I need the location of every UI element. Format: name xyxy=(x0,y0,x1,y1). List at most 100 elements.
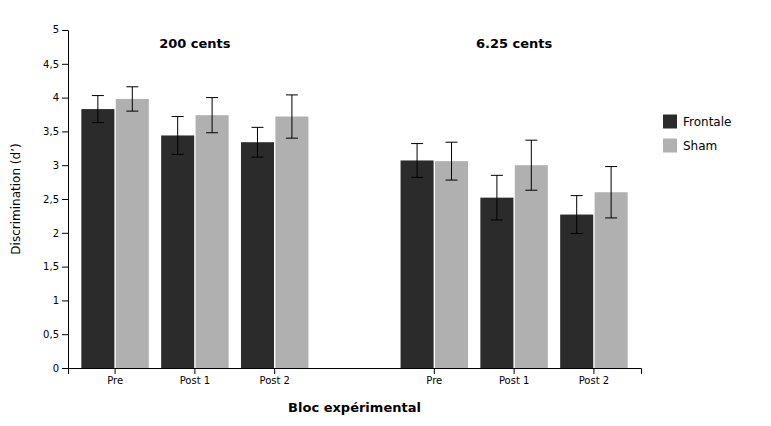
y-tick: 3,5 xyxy=(43,126,68,137)
error-bar-cap xyxy=(525,190,537,191)
legend-swatch xyxy=(663,115,677,129)
error-bar xyxy=(251,127,263,157)
x-tick-mark xyxy=(514,368,515,374)
x-tick: Pre xyxy=(107,368,123,386)
y-tick: 4,5 xyxy=(43,59,68,70)
y-tick: 2 xyxy=(53,228,68,239)
y-tick: 2,5 xyxy=(43,194,68,205)
x-tick-mark xyxy=(593,368,594,374)
error-bar-cap xyxy=(571,233,583,234)
x-tick-mark xyxy=(434,368,435,374)
y-tick-mark xyxy=(62,300,68,301)
bar xyxy=(275,117,308,368)
error-bar-cap xyxy=(92,95,104,96)
y-tick-mark xyxy=(62,131,68,132)
x-tick: Post 2 xyxy=(579,368,609,386)
legend-item: Sham xyxy=(663,139,717,153)
error-bar xyxy=(286,95,298,138)
y-tick-mark xyxy=(62,199,68,200)
chart: 0 0,5 1 1,5 2 2,5 3 3,5 4 4,5 Pre Post 1 Post 2 Pre Po… xyxy=(0,0,771,426)
error-bar-cap xyxy=(411,177,423,178)
error-bar-cap xyxy=(605,217,617,218)
bar xyxy=(401,160,434,368)
error-bar-stem xyxy=(576,196,577,234)
error-bar xyxy=(446,142,458,180)
y-tick-label: 4,5 xyxy=(43,59,59,70)
x-tick: Pre xyxy=(426,368,442,386)
x-axis: Pre Post 1 Post 2 Pre Post 1 Post 2 xyxy=(69,368,642,386)
bar xyxy=(241,142,274,368)
y-tick: 0,5 xyxy=(43,329,68,340)
legend-label: Sham xyxy=(683,139,717,153)
bar xyxy=(116,99,149,368)
x-tick-label: Pre xyxy=(426,375,442,386)
error-bar xyxy=(126,87,138,111)
y-tick-label: 3 xyxy=(53,160,59,171)
error-bar-cap xyxy=(92,122,104,123)
error-bar xyxy=(571,196,583,234)
error-bar-cap xyxy=(605,166,617,167)
y-tick: 0 xyxy=(53,363,68,374)
y-tick: 1 xyxy=(53,295,68,306)
error-bar xyxy=(491,175,503,220)
error-bar-cap xyxy=(206,132,218,133)
group-title: 200 cents xyxy=(159,36,231,51)
error-bar xyxy=(605,167,617,218)
x-tick-label: Post 1 xyxy=(180,375,210,386)
error-bar-cap xyxy=(525,140,537,141)
x-tick-mark xyxy=(194,368,195,374)
error-bar xyxy=(411,144,423,178)
annotation: 5 xyxy=(53,24,59,35)
x-tick-label: Post 2 xyxy=(259,375,289,386)
error-bar-stem xyxy=(531,140,532,190)
error-bar-cap xyxy=(446,180,458,181)
error-bar xyxy=(206,98,218,133)
error-bar-cap xyxy=(411,143,423,144)
y-tick: 4 xyxy=(53,92,68,103)
error-bar-stem xyxy=(257,127,258,157)
error-bar-stem xyxy=(212,98,213,133)
x-tick: Post 1 xyxy=(499,368,529,386)
y-tick-label: 2,5 xyxy=(43,194,59,205)
x-axis-line xyxy=(69,369,642,375)
y-tick-mark xyxy=(62,64,68,65)
y-tick-label: 0,5 xyxy=(43,329,59,340)
error-bar-stem xyxy=(132,87,133,111)
y-tick-label: 0 xyxy=(53,363,59,374)
y-tick-mark xyxy=(62,233,68,234)
bar xyxy=(196,115,229,368)
plot: 0 0,5 1 1,5 2 2,5 3 3,5 4 4,5 Pre Post 1 Post 2 Pre Po… xyxy=(9,24,731,415)
y-axis-line xyxy=(62,31,69,369)
error-bar-cap xyxy=(251,157,263,158)
y-tick-label: 1 xyxy=(53,295,59,306)
error-bar-cap xyxy=(126,111,138,112)
bar xyxy=(81,109,114,368)
error-bar-cap xyxy=(172,116,184,117)
bar xyxy=(560,215,593,368)
error-bar xyxy=(92,96,104,123)
marks xyxy=(81,87,627,368)
error-bars xyxy=(92,96,583,234)
error-bar-stem xyxy=(177,117,178,155)
x-tick-label: Post 1 xyxy=(499,375,529,386)
error-bar xyxy=(525,140,537,190)
legend-label: Frontale xyxy=(683,115,731,129)
x-tick: Post 2 xyxy=(259,368,289,386)
y-tick-mark xyxy=(62,334,68,335)
error-bar-cap xyxy=(126,86,138,87)
error-bar-stem xyxy=(611,167,612,218)
y-tick: 1,5 xyxy=(43,261,68,272)
error-bar-stem xyxy=(97,96,98,123)
error-bars xyxy=(126,87,617,218)
x-tick-mark xyxy=(274,368,275,374)
bar xyxy=(480,198,513,368)
y-tick-label: 4 xyxy=(53,92,59,103)
error-bar-cap xyxy=(286,138,298,139)
error-bar-cap xyxy=(491,175,503,176)
y-tick: 3 xyxy=(53,160,68,171)
bar xyxy=(595,192,628,368)
series xyxy=(81,109,593,368)
legend-item: Frontale xyxy=(663,115,731,129)
bar xyxy=(161,135,194,368)
x-tick: Post 1 xyxy=(180,368,210,386)
